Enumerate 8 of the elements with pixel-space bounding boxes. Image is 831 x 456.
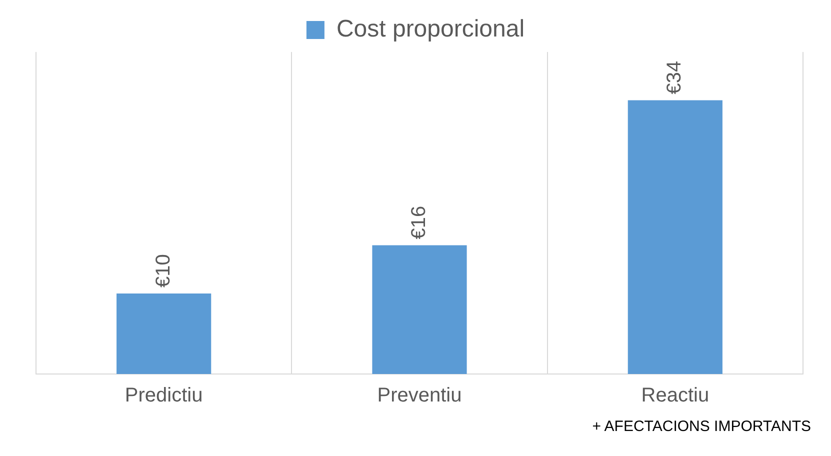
legend-label: Cost proporcional [336,16,525,43]
data-label: €34 [664,60,686,94]
text: + AFECTACIONS IMPORTANTS [591,418,812,435]
x-tick-label: Preventiu [377,384,462,407]
data-label: €16 [408,206,430,240]
x-tick-label: Reactiu [641,384,710,407]
x-tick-label: Predictiu [124,384,203,407]
data-label: €10 [152,254,174,288]
